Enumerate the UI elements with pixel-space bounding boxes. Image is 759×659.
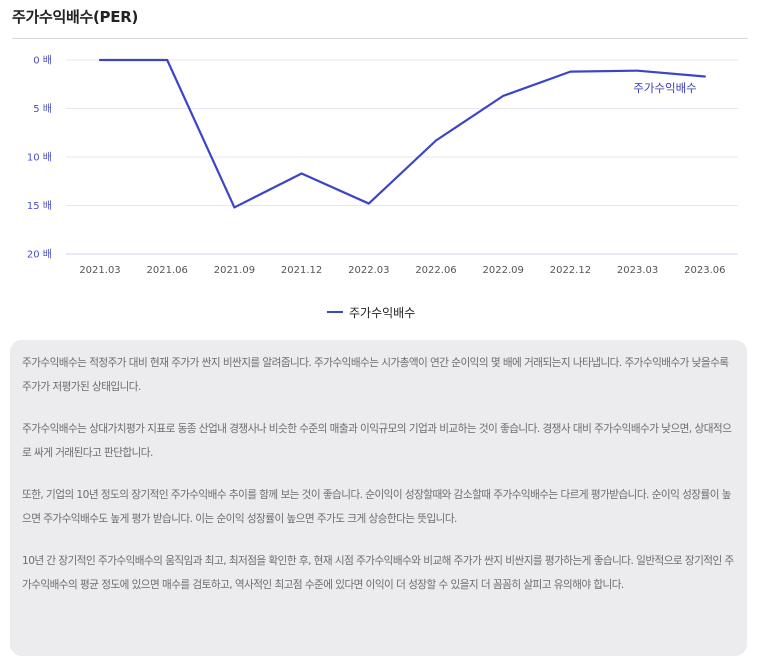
x-tick-label: 2022.12 <box>550 265 591 276</box>
data-point <box>636 69 638 71</box>
description-paragraph-2: 주가수익배수는 상대가치평가 지표로 동종 산업내 경쟁사나 비슷한 수준의 매… <box>22 423 732 459</box>
description-paragraph-1: 주가수익배수는 적정주가 대비 현재 주가가 싼지 비싼지를 알려줍니다. 주가… <box>22 357 729 393</box>
x-tick-label: 2023.06 <box>684 265 725 276</box>
y-tick-label: 15 배 <box>27 200 52 212</box>
y-tick-label: 0 배 <box>33 55 52 67</box>
x-tick-label: 2022.03 <box>348 265 389 276</box>
description-paragraph-4: 10년 간 장기적인 주가수익배수의 움직임과 최고, 최저점을 확인한 후, … <box>22 555 734 591</box>
data-point <box>300 172 302 174</box>
series-label: 주가수익배수 <box>633 81 696 95</box>
legend-line-swatch <box>327 311 343 313</box>
x-tick-label: 2022.09 <box>483 265 524 276</box>
y-tick-label: 5 배 <box>33 103 52 115</box>
x-tick-label: 2022.06 <box>415 265 456 276</box>
data-point <box>502 95 504 97</box>
data-point <box>435 139 437 141</box>
description-paragraph-3: 또한, 기업의 10년 정도의 장기적인 주가수익배수 추이를 함께 보는 것이… <box>22 489 731 525</box>
x-tick-label: 2021.12 <box>281 265 322 276</box>
data-point <box>233 206 235 208</box>
x-tick-label: 2021.09 <box>214 265 255 276</box>
title-divider <box>12 38 748 39</box>
data-point <box>368 202 370 204</box>
y-tick-label: 10 배 <box>27 152 52 164</box>
page-title: 주가수익배수(PER) <box>12 8 139 26</box>
chart-legend[interactable]: 주가수익배수 <box>327 301 415 323</box>
per-line-chart: 0 배 5 배 10 배 15 배 20 배 2021.03 2021.06 2021.09 2… <box>27 55 738 276</box>
data-point <box>99 59 101 61</box>
data-point <box>569 70 571 72</box>
x-tick-label: 2021.06 <box>147 265 188 276</box>
y-tick-label: 20 배 <box>27 249 52 261</box>
series-line <box>98 58 706 209</box>
legend-label: 주가수익배수 <box>349 305 416 320</box>
data-point <box>704 75 706 77</box>
data-point <box>166 59 168 61</box>
description-panel: 주가수익배수는 적정주가 대비 현재 주가가 싼지 비싼지를 알려줍니다. 주가… <box>10 340 747 656</box>
x-tick-label: 2023.03 <box>617 265 658 276</box>
x-tick-label: 2021.03 <box>79 265 120 276</box>
